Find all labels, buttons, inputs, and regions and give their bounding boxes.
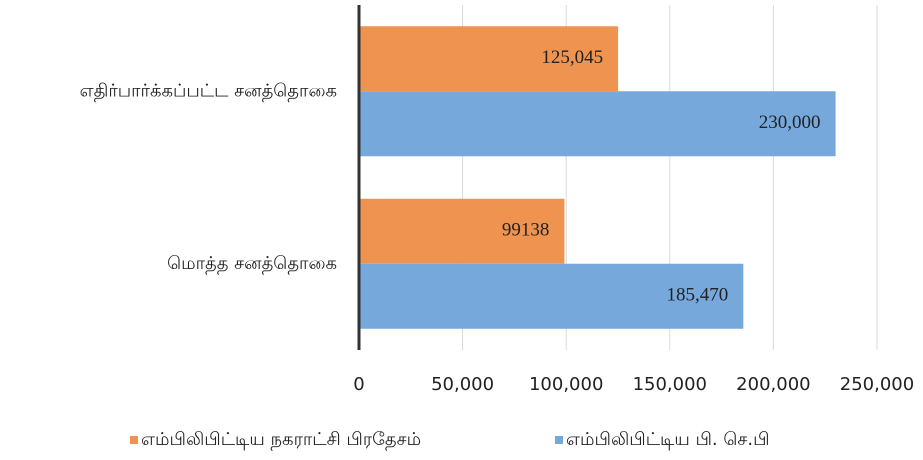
legend-label: எம்பிலிபிட்டிய பி. செ.பி (566, 429, 769, 450)
x-tick-label: 50,000 (431, 374, 494, 395)
value-label: 99138 (502, 220, 550, 241)
x-tick-label: 200,000 (736, 374, 810, 395)
y-tick-label: எதிர்பார்க்கப்பட்ட சனத்தொகை (80, 80, 337, 102)
value-label: 125,045 (541, 47, 603, 68)
y-tick-label: மொத்த சனத்தொகை (167, 253, 337, 275)
x-tick-label: 150,000 (633, 374, 707, 395)
bar (359, 91, 836, 157)
bar (359, 26, 619, 92)
bar (359, 198, 565, 264)
x-tick-label: 100,000 (529, 374, 603, 395)
legend-swatch (555, 436, 563, 444)
bar (359, 263, 744, 329)
legend-label: எம்பிலிபிட்டிய நகராட்சி பிரதேசம் (141, 429, 421, 451)
x-tick-label: 0 (353, 374, 364, 395)
x-tick-label: 250,000 (840, 374, 914, 395)
legend-swatch (130, 436, 138, 444)
value-label: 230,000 (759, 112, 821, 133)
value-label: 185,470 (667, 285, 729, 306)
